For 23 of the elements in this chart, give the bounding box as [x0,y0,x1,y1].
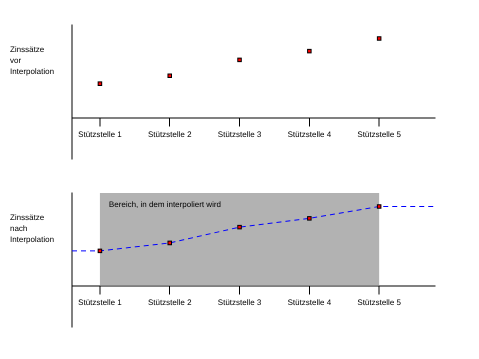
point [167,240,172,246]
x-tick-label: Stützstelle 5 [357,298,402,307]
point [307,216,312,221]
x-tick-label: Stützstelle 3 [218,298,262,307]
point [376,204,382,209]
x-tick-label: Stützstelle 1 [78,130,122,139]
x-tick-label: Stützstelle 1 [78,298,122,307]
x-tick-label: Stützstelle 5 [357,130,402,139]
y-axis-title: Zinssätze nach Interpolation [10,212,56,245]
x-tick-label: Stützstelle 4 [288,298,332,307]
point [167,73,172,78]
point [237,224,242,230]
x-tick-label: Stützstelle 3 [218,130,262,139]
point [98,248,102,254]
x-tick-label: Stützstelle 2 [148,130,192,139]
y-axis-title: Zinssätze vor Interpolation [10,44,56,77]
point [237,58,242,62]
point [307,48,312,54]
band-label: Bereich, in dem interpoliert wird [108,200,221,210]
x-tick-label: Stützstelle 2 [148,298,192,307]
point [98,81,102,86]
x-tick-label: Stützstelle 4 [288,130,332,139]
point [376,36,382,41]
